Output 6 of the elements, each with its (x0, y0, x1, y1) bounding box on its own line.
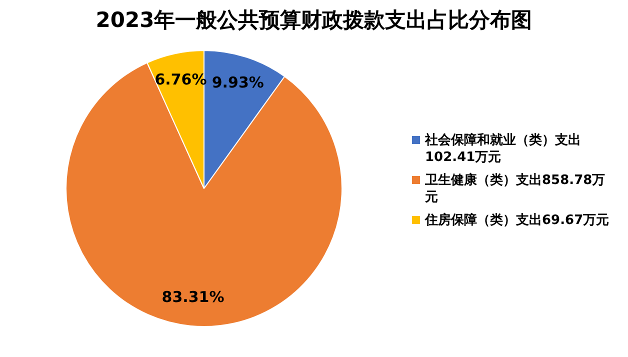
data-label: 83.31% (162, 288, 224, 306)
data-label: 9.93% (212, 73, 264, 92)
chart-title: 2023年一般公共预算财政拨款支出占比分布图 (94, 7, 534, 34)
legend-label: 社会保障和就业（类）支出102.41万元 (425, 132, 582, 166)
legend-label: 卫生健康（类）支出858.78万元 (425, 172, 606, 206)
legend-label: 住房保障（类）支出69.67万元 (425, 212, 610, 229)
